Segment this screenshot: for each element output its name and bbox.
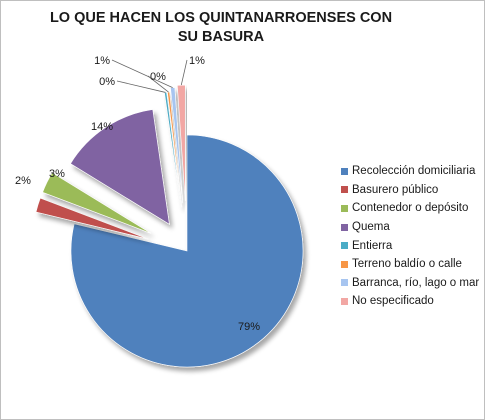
legend-item-basurero-publico: Basurero público [341, 181, 479, 200]
pie-slice-recoleccion-domiciliaria [70, 134, 304, 368]
legend-item-barranca-rio-lago-o-mar: Barranca, río, lago o mar [341, 274, 479, 293]
pie-slice-quema [70, 109, 170, 225]
legend-swatch [341, 260, 348, 268]
legend-item-no-especificado: No especificado [341, 292, 479, 311]
pie-slice-terreno-baldio-o-calle [167, 91, 183, 208]
legend-label: Terreno baldío o calle [352, 258, 462, 271]
data-label-entierra: 0% [99, 76, 115, 88]
data-label-recoleccion-domiciliaria: 79% [238, 321, 260, 333]
pie-slice-barranca-rio-lago-o-mar [170, 87, 184, 204]
data-label-quema: 14% [91, 121, 113, 133]
data-label-no-especificado: 1% [189, 55, 205, 67]
pie-slice-basurero-publico [35, 197, 149, 240]
legend-swatch [341, 204, 348, 212]
legend-swatch [341, 279, 348, 287]
legend-label: Entierra [352, 239, 393, 252]
legend-swatch [341, 242, 348, 250]
leader-line-no-especificado [180, 59, 188, 86]
leader-line-entierra [116, 80, 166, 93]
data-label-basurero-publico: 2% [15, 175, 31, 187]
legend-label: Quema [352, 221, 390, 234]
legend-item-entierra: Entierra [341, 236, 479, 255]
legend-label: Basurero público [352, 183, 439, 196]
legend-item-contenedor-o-deposito: Contenedor o depósito [341, 199, 479, 218]
legend-label: Contenedor o depósito [352, 202, 469, 215]
chart-legend: Recolección domiciliaria Basurero público… [341, 162, 479, 311]
legend-swatch [341, 167, 348, 175]
legend-swatch [341, 223, 348, 231]
legend-item-quema: Quema [341, 218, 479, 237]
leader-line-terreno-baldio-o-calle [147, 75, 169, 93]
chart-title: LO QUE HACEN LOS QUINTANARROENSES CON SU… [49, 10, 393, 45]
legend-swatch [341, 186, 348, 194]
legend-label: Recolección domiciliaria [352, 165, 476, 178]
legend-label: Barranca, río, lago o mar [352, 276, 480, 289]
legend-item-recoleccion-domiciliaria: Recolección domiciliaria [341, 162, 479, 181]
legend-swatch [341, 297, 348, 305]
data-label-barranca-rio-lago-o-mar: 1% [94, 55, 110, 67]
data-label-contenedor-o-deposito: 3% [49, 168, 65, 180]
legend-label: No especificado [352, 295, 434, 308]
pie-slice-contenedor-o-deposito [42, 172, 152, 234]
legend-item-terreno-baldio-o-calle: Terreno baldío o calle [341, 255, 479, 274]
leader-line-barranca-rio-lago-o-mar [111, 59, 173, 88]
data-label-terreno-baldio-o-calle: 0% [150, 71, 166, 83]
